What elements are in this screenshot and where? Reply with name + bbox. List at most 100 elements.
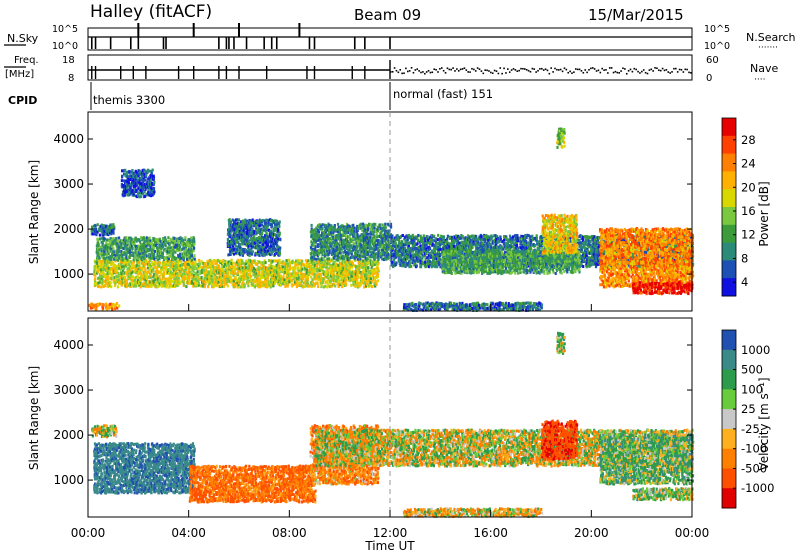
power-scatter-cell — [122, 274, 125, 278]
power-scatter-cell — [112, 223, 115, 227]
power-scatter-cell — [410, 238, 413, 242]
power-scatter-cell — [260, 276, 263, 279]
power-scatter-cell — [177, 259, 180, 263]
power-scatter-cell — [238, 280, 241, 283]
power-scatter-cell — [182, 256, 186, 260]
power-scatter-cell — [134, 279, 137, 282]
power-scatter-cell — [268, 265, 272, 269]
power-scatter-cell — [321, 247, 324, 251]
power-scatter-cell — [98, 302, 102, 306]
power-scatter-cell — [115, 269, 118, 272]
power-scatter-cell — [226, 284, 229, 288]
power-scatter-cell — [179, 264, 182, 268]
nsearch-label: N.Search — [746, 31, 796, 44]
power-scatter-cell — [409, 254, 412, 258]
power-scatter-cell — [246, 234, 249, 238]
power-scatter-cell — [317, 238, 320, 242]
freq-dot — [490, 71, 492, 74]
power-scatter-cell — [135, 244, 138, 248]
power-scatter-cell — [341, 233, 344, 237]
power-scatter-cell — [370, 250, 373, 254]
power-scatter-cell — [325, 275, 328, 279]
power-scatter-cell — [140, 260, 143, 264]
power-scatter-cell — [362, 252, 365, 256]
power-scatter-cell — [94, 277, 97, 281]
power-scatter-cell — [278, 231, 281, 235]
power-scatter-cell — [179, 267, 182, 271]
power-scatter-cell — [209, 258, 212, 262]
power-scatter-cell — [130, 182, 133, 186]
power-scatter-cell — [120, 184, 123, 188]
power-scatter-cell — [369, 270, 373, 274]
power-scatter-cell — [229, 247, 232, 251]
power-scatter-cell — [135, 175, 138, 179]
power-scatter-cell — [108, 284, 111, 288]
power-scatter-cell — [172, 284, 175, 287]
power-scatter-cell — [184, 277, 187, 281]
power-scatter-cell — [158, 282, 161, 286]
power-scatter-cell — [151, 174, 154, 178]
power-scatter-cell — [259, 278, 262, 282]
power-scatter-cell — [169, 253, 172, 257]
power-scatter-cell — [216, 258, 220, 262]
power-scatter-cell — [340, 263, 343, 267]
power-scatter-cell — [232, 279, 235, 283]
power-scatter-cell — [141, 252, 144, 256]
power-scatter-cell — [201, 268, 204, 272]
freq-dot — [433, 68, 436, 71]
power-scatter-cell — [134, 256, 137, 260]
power-scatter-cell — [353, 233, 356, 237]
power-scatter-cell — [110, 277, 113, 280]
power-scatter-cell — [219, 259, 222, 263]
power-scatter-cell — [371, 238, 375, 242]
power-scatter-cell — [231, 244, 234, 248]
power-scatter-cell — [310, 282, 313, 286]
power-scatter-cell — [220, 272, 223, 276]
power-scatter-cell — [330, 230, 333, 234]
power-scatter-cell — [311, 255, 314, 259]
power-scatter-cell — [91, 303, 94, 307]
power-scatter-cell — [141, 276, 144, 280]
power-scatter-cell — [256, 262, 259, 266]
power-scatter-cell — [370, 268, 373, 272]
power-scatter-cell — [366, 269, 369, 273]
power-scatter-cell — [308, 260, 311, 264]
power-scatter-cell — [199, 269, 202, 273]
power-scatter-cell — [369, 281, 372, 284]
power-scatter-cell — [248, 224, 251, 228]
power-scatter-cell — [156, 264, 159, 268]
power-scatter-cell — [270, 264, 273, 268]
power-scatter-cell — [99, 275, 102, 279]
power-scatter-cell — [285, 270, 288, 274]
power-scatter-cell — [303, 263, 306, 267]
power-scatter-cell — [187, 247, 191, 251]
freq-dot — [456, 68, 458, 70]
power-scatter-cell — [276, 259, 279, 263]
power-scatter-cell — [157, 280, 160, 284]
power-scatter-cell — [148, 243, 151, 247]
power-scatter-cell — [204, 280, 207, 284]
power-scatter-cell — [257, 238, 260, 242]
power-scatter-cell — [239, 225, 242, 229]
power-scatter-cell — [374, 243, 378, 247]
power-scatter-cell — [105, 281, 108, 285]
power-scatter-cell — [365, 248, 368, 252]
power-scatter-cell — [213, 275, 216, 279]
freq-dot — [571, 72, 573, 74]
power-scatter-cell — [365, 284, 368, 288]
power-scatter-cell — [125, 171, 128, 174]
power-scatter-cell — [233, 236, 236, 240]
power-scatter-cell — [140, 256, 143, 260]
power-scatter-cell — [210, 260, 213, 264]
power-scatter-cell — [345, 242, 348, 245]
power-scatter-cell — [276, 240, 279, 244]
power-scatter-cell — [101, 256, 104, 260]
power-scatter-cell — [194, 275, 197, 279]
power-scatter-cell — [357, 242, 360, 246]
power-scatter-cell — [392, 237, 395, 241]
power-scatter-cell — [171, 275, 174, 278]
power-scatter-cell — [183, 250, 186, 253]
power-scatter-cell — [373, 271, 376, 275]
power-scatter-cell — [352, 234, 355, 238]
power-scatter-cell — [239, 285, 242, 289]
